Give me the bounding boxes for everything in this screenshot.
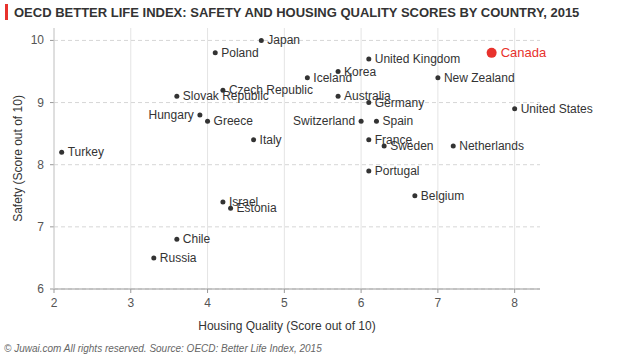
point bbox=[59, 150, 64, 155]
point-label: Germany bbox=[375, 96, 424, 110]
point-label: Korea bbox=[344, 65, 376, 79]
point-label: Canada bbox=[501, 45, 547, 60]
point bbox=[512, 106, 517, 111]
x-grid bbox=[437, 28, 438, 289]
point bbox=[151, 255, 156, 260]
point-label: Chile bbox=[183, 232, 211, 246]
x-tick bbox=[54, 289, 55, 293]
x-grid bbox=[207, 28, 208, 289]
y-tick-label: 7 bbox=[37, 220, 44, 234]
y-tick-label: 6 bbox=[37, 282, 44, 296]
point bbox=[259, 38, 264, 43]
x-tick bbox=[514, 289, 515, 293]
chart-root: OECD BETTER LIFE INDEX: SAFETY AND HOUSI… bbox=[0, 0, 618, 358]
x-tick-label: 5 bbox=[281, 296, 288, 310]
chart-svg: OECD BETTER LIFE INDEX: SAFETY AND HOUSI… bbox=[0, 0, 618, 358]
point bbox=[412, 193, 417, 198]
y-tick-label: 10 bbox=[31, 33, 45, 47]
x-tick-label: 2 bbox=[51, 296, 58, 310]
x-tick bbox=[130, 289, 131, 293]
point-label: Netherlands bbox=[459, 139, 524, 153]
title-accent bbox=[5, 4, 8, 20]
source: © Juwai.com All rights reserved. Source:… bbox=[4, 343, 322, 354]
x-grid bbox=[284, 28, 285, 289]
point bbox=[366, 168, 371, 173]
x-tick bbox=[284, 289, 285, 293]
x-tick-label: 3 bbox=[127, 296, 134, 310]
title: OECD BETTER LIFE INDEX: SAFETY AND HOUSI… bbox=[14, 5, 579, 20]
point bbox=[366, 57, 371, 62]
x-grid bbox=[514, 28, 515, 289]
x-tick-label: 4 bbox=[204, 296, 211, 310]
y-tick bbox=[50, 226, 54, 227]
y-tick-label: 9 bbox=[37, 96, 44, 110]
x-grid bbox=[130, 28, 131, 289]
x-grid bbox=[54, 28, 55, 289]
point-label: United States bbox=[521, 102, 593, 116]
point-label: United Kingdom bbox=[375, 52, 460, 66]
x-tick bbox=[437, 289, 438, 293]
point bbox=[487, 48, 497, 58]
y-grid bbox=[54, 102, 540, 103]
point-label: Japan bbox=[267, 33, 300, 47]
point-label: Spain bbox=[382, 114, 413, 128]
point-label: Poland bbox=[221, 46, 258, 60]
point-label: Estonia bbox=[237, 201, 277, 215]
point bbox=[366, 137, 371, 142]
point-label: Russia bbox=[160, 251, 197, 265]
y-grid bbox=[54, 226, 540, 227]
y-axis-label: Safety (Score out of 10) bbox=[11, 95, 25, 222]
point bbox=[197, 113, 202, 118]
point bbox=[213, 50, 218, 55]
point bbox=[359, 119, 364, 124]
y-tick-label: 8 bbox=[37, 158, 44, 172]
y-grid bbox=[54, 289, 540, 290]
y-tick bbox=[50, 102, 54, 103]
point bbox=[305, 75, 310, 80]
x-axis bbox=[54, 289, 540, 290]
point-label: Italy bbox=[260, 133, 282, 147]
point-label: Turkey bbox=[68, 145, 104, 159]
points bbox=[59, 38, 517, 260]
x-tick-label: 6 bbox=[358, 296, 365, 310]
x-tick-label: 8 bbox=[511, 296, 518, 310]
y-tick bbox=[50, 40, 54, 41]
point-label: Greece bbox=[214, 114, 254, 128]
point bbox=[174, 94, 179, 99]
point-label: Belgium bbox=[421, 189, 464, 203]
point-label: Sweden bbox=[390, 139, 433, 153]
y-grid bbox=[54, 164, 540, 165]
y-axis bbox=[54, 28, 55, 289]
point-label: Portugal bbox=[375, 164, 420, 178]
point-label: Switzerland bbox=[293, 114, 355, 128]
point bbox=[174, 237, 179, 242]
point bbox=[336, 94, 341, 99]
point bbox=[220, 200, 225, 205]
point-label: Hungary bbox=[149, 108, 194, 122]
point bbox=[205, 119, 210, 124]
point-label: Slovak Republic bbox=[183, 89, 269, 103]
point bbox=[251, 137, 256, 142]
x-axis-label: Housing Quality (Score out of 10) bbox=[198, 319, 375, 333]
point bbox=[374, 119, 379, 124]
y-tick bbox=[50, 164, 54, 165]
point bbox=[451, 144, 456, 149]
y-tick bbox=[50, 289, 54, 290]
point-label: New Zealand bbox=[444, 71, 515, 85]
point bbox=[435, 75, 440, 80]
x-tick-label: 7 bbox=[435, 296, 442, 310]
x-tick bbox=[361, 289, 362, 293]
x-tick bbox=[207, 289, 208, 293]
